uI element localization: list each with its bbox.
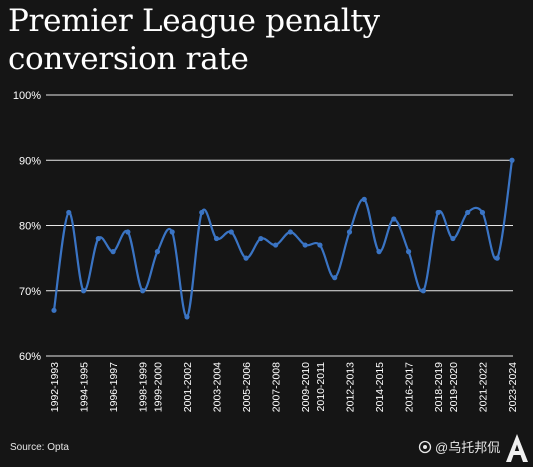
data-point [213, 235, 220, 242]
data-point [287, 229, 293, 235]
data-point [479, 209, 486, 216]
x-tick-label: 2018-2019 [433, 362, 445, 412]
data-point [391, 216, 397, 222]
data-point [420, 288, 426, 294]
watermark: @乌托邦侃 [418, 437, 500, 456]
data-point [51, 307, 57, 313]
data-point [80, 288, 87, 294]
x-tick-label: 1994-1995 [79, 362, 91, 412]
x-tick-label: 2012-2013 [344, 362, 356, 412]
x-tick-label: 2019-2020 [448, 362, 460, 412]
data-point [199, 209, 205, 216]
y-tick-label: 90% [19, 155, 41, 167]
gridlines [46, 94, 513, 357]
data-point [435, 209, 441, 216]
data-point [494, 255, 500, 261]
data-point [66, 209, 72, 216]
x-tick-label: 2009-2010 [300, 362, 312, 412]
x-tick-label: 2007-2008 [271, 362, 283, 412]
data-point [184, 314, 190, 320]
y-tick-label: 60% [19, 351, 41, 363]
data-point [509, 157, 515, 163]
data-point [450, 235, 456, 242]
data-point [140, 288, 146, 294]
x-tick-label: 2010-2011 [315, 362, 327, 412]
athletic-logo-icon [506, 434, 528, 462]
watermark-text: @乌托邦侃 [435, 440, 501, 455]
data-point [169, 229, 175, 235]
series-line [52, 160, 514, 318]
chart-title: Premier League penalty conversion rate [8, 3, 380, 77]
x-tick-label: 1992-1993 [49, 362, 61, 412]
y-tick-label: 80% [19, 221, 41, 233]
data-point [465, 209, 471, 216]
data-point [110, 249, 116, 255]
data-point [332, 275, 338, 281]
x-axis-ticks: 1992-1993 1994-1995 1996-1997 1998-1999 1999… [49, 362, 519, 412]
x-tick-label: 2016-2017 [404, 362, 416, 412]
camera-icon [418, 440, 432, 454]
source-note: Source: Opta [10, 442, 69, 453]
data-point [258, 235, 264, 242]
y-axis-ticks: 60% 70% 80% 90% 100% [13, 90, 41, 363]
x-tick-label: 2001-2002 [182, 362, 194, 412]
data-point [361, 196, 367, 202]
data-point [317, 242, 323, 248]
x-tick-label: 2014-2015 [374, 362, 386, 412]
x-tick-label: 1999-2000 [152, 362, 164, 412]
data-point [405, 249, 412, 255]
data-point [243, 255, 249, 261]
y-tick-label: 70% [19, 286, 41, 298]
x-tick-label: 2003-2004 [212, 362, 224, 412]
y-tick-label: 100% [13, 90, 41, 102]
data-point [154, 249, 161, 255]
series-layer [51, 157, 515, 320]
data-point [376, 249, 382, 255]
x-tick-label: 1998-1999 [138, 362, 150, 412]
x-tick-label: 2021-2022 [477, 362, 489, 412]
data-point [273, 242, 279, 248]
x-tick-label: 2023-2024 [507, 362, 519, 412]
x-tick-label: 1996-1997 [108, 362, 120, 412]
data-point [95, 235, 101, 242]
data-point [228, 229, 234, 235]
data-point [346, 229, 353, 235]
data-point [302, 242, 308, 248]
x-tick-label: 2005-2006 [241, 362, 253, 412]
data-point [125, 229, 131, 235]
